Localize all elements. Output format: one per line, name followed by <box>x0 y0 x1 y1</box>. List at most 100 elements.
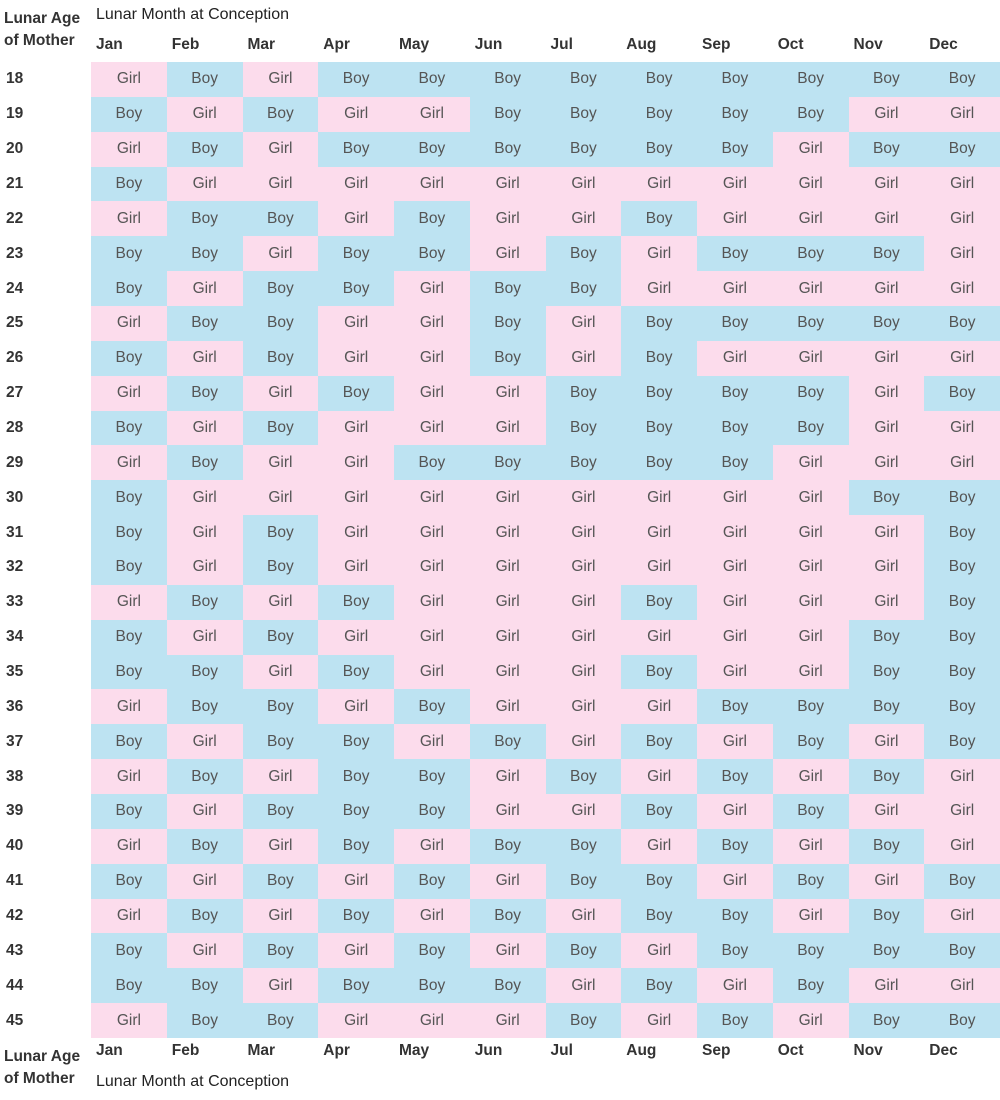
prediction-cell-girl: Girl <box>772 1003 849 1039</box>
prediction-cell-boy: Boy <box>924 62 1000 97</box>
prediction-cell-boy: Boy <box>697 759 773 795</box>
prediction-cell-girl: Girl <box>394 619 470 655</box>
mother-age-label: 33 <box>6 593 24 611</box>
month-label-sep-bottom: Sep <box>702 1042 731 1059</box>
prediction-cell-girl: Girl <box>394 654 470 690</box>
prediction-cell-boy: Boy <box>621 863 697 899</box>
prediction-cell-boy: Boy <box>545 271 622 307</box>
mother-age-label: 43 <box>6 941 24 959</box>
prediction-cell-boy: Boy <box>91 96 167 132</box>
prediction-cell-girl: Girl <box>848 445 925 481</box>
prediction-cell-boy: Boy <box>166 131 243 167</box>
prediction-cell-boy: Boy <box>242 724 319 760</box>
month-label-sep-top: Sep <box>702 36 731 53</box>
prediction-cell-girl: Girl <box>697 550 773 585</box>
prediction-cell-boy: Boy <box>91 271 167 307</box>
prediction-cell-boy: Boy <box>848 1003 925 1039</box>
prediction-cell-boy: Boy <box>848 898 925 934</box>
prediction-cell-girl: Girl <box>772 271 849 307</box>
prediction-cell-girl: Girl <box>772 480 849 516</box>
prediction-cell-boy: Boy <box>848 828 925 864</box>
table-row: 32 Boy Girl Boy Girl Girl Girl Girl Girl Girl Girl… <box>0 550 1000 585</box>
prediction-cell-boy: Boy <box>848 654 925 690</box>
prediction-cell-girl: Girl <box>91 898 167 934</box>
prediction-cell-girl: Girl <box>924 410 1000 446</box>
mother-age-label: 36 <box>6 697 24 715</box>
prediction-cell-girl: Girl <box>166 794 243 829</box>
prediction-cell-boy: Boy <box>394 62 470 97</box>
month-label-apr-bottom: Apr <box>323 1042 350 1059</box>
prediction-cell-girl: Girl <box>469 759 546 795</box>
prediction-cell-girl: Girl <box>545 898 622 934</box>
prediction-cell-boy: Boy <box>697 306 773 341</box>
prediction-cell-girl: Girl <box>166 410 243 446</box>
mother-age-label: 42 <box>6 907 24 925</box>
prediction-cell-boy: Boy <box>469 62 546 97</box>
prediction-cell-boy: Boy <box>469 828 546 864</box>
prediction-cell-boy: Boy <box>848 619 925 655</box>
prediction-cell-girl: Girl <box>318 166 394 202</box>
prediction-cell-boy: Boy <box>242 96 319 132</box>
prediction-cell-girl: Girl <box>166 933 243 969</box>
prediction-cell-boy: Boy <box>697 1003 773 1039</box>
prediction-cell-boy: Boy <box>242 933 319 969</box>
row-axis-label-line2: of Mother <box>4 32 75 49</box>
prediction-cell-boy: Boy <box>621 445 697 481</box>
prediction-cell-boy: Boy <box>924 584 1000 620</box>
prediction-cell-boy: Boy <box>772 410 849 446</box>
prediction-cell-boy: Boy <box>772 968 849 1004</box>
table-row: 18 Girl Boy Girl Boy Boy Boy Boy Boy Boy Boy Boy Boy <box>0 62 1000 97</box>
mother-age-label: 44 <box>6 976 24 994</box>
row-axis-label-bottom: Lunar Age of Mother <box>4 1046 92 1090</box>
prediction-cell-boy: Boy <box>697 236 773 272</box>
prediction-cell-boy: Boy <box>166 898 243 934</box>
month-header-bottom: Jan Feb Mar Apr May Jun Jul Aug Sep Oct Nov Dec <box>0 1042 1000 1068</box>
table-row: 35 Boy Boy Girl Boy Girl Girl Girl Boy Girl Girl Bo… <box>0 654 1000 690</box>
prediction-cell-girl: Girl <box>318 550 394 585</box>
prediction-cell-boy: Boy <box>242 340 319 376</box>
prediction-cell-boy: Boy <box>91 515 167 551</box>
prediction-cell-girl: Girl <box>621 236 697 272</box>
prediction-cell-girl: Girl <box>848 515 925 551</box>
mother-age-label: 25 <box>6 314 24 332</box>
prediction-cell-boy: Boy <box>394 201 470 237</box>
prediction-cell-boy: Boy <box>469 968 546 1004</box>
prediction-cell-boy: Boy <box>848 131 925 167</box>
prediction-cell-girl: Girl <box>242 759 319 795</box>
month-label-may-bottom: May <box>399 1042 430 1059</box>
prediction-cell-girl: Girl <box>242 480 319 516</box>
prediction-cell-girl: Girl <box>318 480 394 516</box>
prediction-cell-girl: Girl <box>394 375 470 411</box>
month-label-dec-top: Dec <box>929 36 958 53</box>
prediction-cell-boy: Boy <box>394 968 470 1004</box>
prediction-cell-girl: Girl <box>91 201 167 237</box>
prediction-cell-boy: Boy <box>318 898 394 934</box>
prediction-cell-boy: Boy <box>166 445 243 481</box>
prediction-cell-boy: Boy <box>772 724 849 760</box>
prediction-cell-girl: Girl <box>621 619 697 655</box>
prediction-cell-girl: Girl <box>772 515 849 551</box>
prediction-cell-girl: Girl <box>848 550 925 585</box>
prediction-cell-boy: Boy <box>91 340 167 376</box>
prediction-cell-boy: Boy <box>772 96 849 132</box>
prediction-cell-boy: Boy <box>91 863 167 899</box>
prediction-cell-girl: Girl <box>469 166 546 202</box>
mother-age-label: 40 <box>6 837 24 855</box>
table-row: 24 Boy Girl Boy Boy Girl Boy Boy Girl Girl Girl Gir… <box>0 271 1000 307</box>
prediction-cell-girl: Girl <box>469 550 546 585</box>
prediction-cell-girl: Girl <box>848 271 925 307</box>
month-label-jun-bottom: Jun <box>474 1042 503 1059</box>
prediction-cell-girl: Girl <box>545 515 622 551</box>
prediction-cell-girl: Girl <box>242 62 319 97</box>
prediction-cell-girl: Girl <box>697 340 773 376</box>
prediction-cell-girl: Girl <box>621 1003 697 1039</box>
prediction-cell-boy: Boy <box>924 480 1000 516</box>
prediction-cell-girl: Girl <box>772 166 849 202</box>
prediction-cell-boy: Boy <box>848 759 925 795</box>
table-row: 36 Girl Boy Boy Girl Boy Girl Girl Girl Boy Boy Boy… <box>0 689 1000 725</box>
table-row: 33 Girl Boy Girl Boy Girl Girl Girl Boy Girl Girl G… <box>0 584 1000 620</box>
month-label-feb-top: Feb <box>171 36 200 53</box>
prediction-cell-boy: Boy <box>621 96 697 132</box>
prediction-cell-girl: Girl <box>621 550 697 585</box>
prediction-cell-boy: Boy <box>772 375 849 411</box>
